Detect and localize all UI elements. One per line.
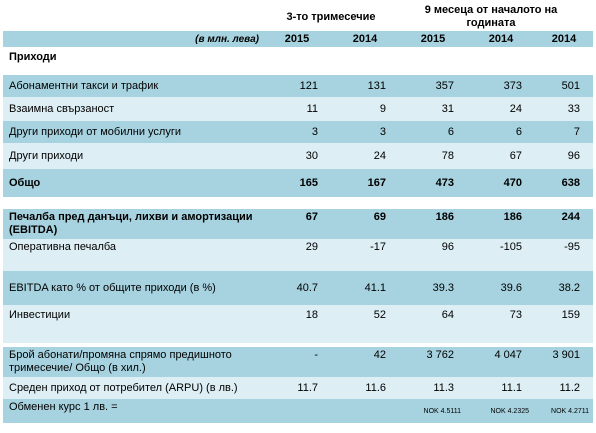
- table-row: Среден приход от потребител (ARPU) (в лв…: [3, 377, 594, 399]
- exchange-rate-row: Обменен курс 1 лв. = NOK 4.5111 NOK 4.23…: [3, 399, 594, 423]
- year-9m-2015: 2015: [399, 31, 468, 47]
- header-9m: 9 месеца от началото на годината: [399, 3, 594, 31]
- units-label: (в млн. лева): [3, 31, 263, 47]
- header-years-row: (в млн. лева) 2015 2014 2015 2014 2014: [3, 31, 594, 47]
- year-q3-2014: 2014: [331, 31, 400, 47]
- header-group-row: 3-то тримесечие 9 месеца от началото на …: [3, 3, 594, 31]
- financial-table: 3-то тримесечие 9 месеца от началото на …: [3, 3, 594, 423]
- year-full-2014: 2014: [535, 31, 594, 47]
- table-row: Други приходи 30 24 78 67 96: [3, 143, 594, 169]
- table-row: Други приходи от мобилни услуги 3 3 6 6 …: [3, 121, 594, 143]
- section-title: Приходи: [3, 47, 594, 67]
- subscribers-row: Брой абонати/промяна спрямо предишното т…: [3, 347, 594, 377]
- section-title-row: Приходи: [3, 47, 594, 67]
- table-row: EBITDA като % от общите приходи (в %) 40…: [3, 271, 594, 305]
- header-q3: 3-то тримесечие: [263, 3, 400, 31]
- total-row: Общо 165 167 473 470 638: [3, 169, 594, 197]
- table-row: Оперативна печалба 29 -17 96 -105 -95: [3, 239, 594, 271]
- year-q3-2015: 2015: [263, 31, 331, 47]
- ebitda-row: Печалба пред данъци, лихви и амортизации…: [3, 209, 594, 239]
- table-row: Инвестиции 18 52 64 73 159: [3, 305, 594, 343]
- table-row: Взаимна свързаност 11 9 31 24 33: [3, 97, 594, 121]
- table-row: Абонаментни такси и трафик 121 131 357 3…: [3, 75, 594, 97]
- year-9m-2014: 2014: [467, 31, 536, 47]
